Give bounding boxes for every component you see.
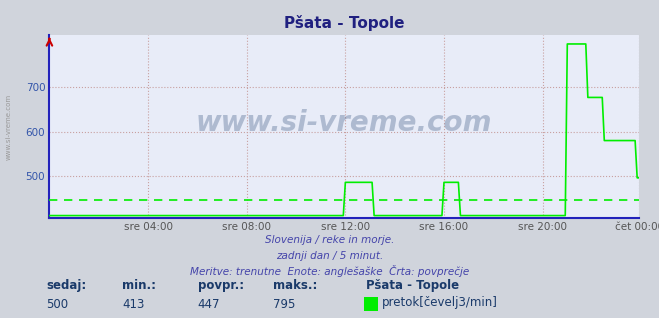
Text: 795: 795 [273,299,296,311]
Text: sedaj:: sedaj: [46,280,86,292]
Text: Meritve: trenutne  Enote: anglešaške  Črta: povprečje: Meritve: trenutne Enote: anglešaške Črta… [190,265,469,277]
Text: 447: 447 [198,299,220,311]
Text: pretok[čevelj3/min]: pretok[čevelj3/min] [382,296,498,309]
Text: zadnji dan / 5 minut.: zadnji dan / 5 minut. [276,251,383,261]
Text: min.:: min.: [122,280,156,292]
Text: www.si-vreme.com: www.si-vreme.com [5,94,12,160]
Text: povpr.:: povpr.: [198,280,244,292]
Text: Slovenija / reke in morje.: Slovenija / reke in morje. [265,235,394,245]
Text: www.si-vreme.com: www.si-vreme.com [196,109,492,137]
Text: 500: 500 [46,299,69,311]
Text: Pšata - Topole: Pšata - Topole [366,280,459,292]
Text: 413: 413 [122,299,144,311]
Text: maks.:: maks.: [273,280,318,292]
Title: Pšata - Topole: Pšata - Topole [284,15,405,31]
